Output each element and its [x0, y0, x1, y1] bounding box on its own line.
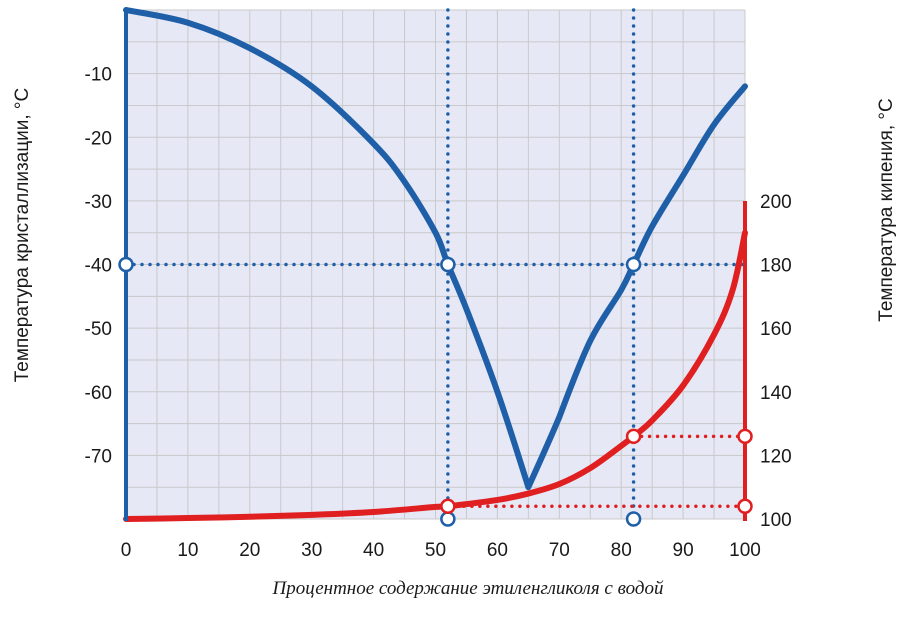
y-left-tick-label: -30: [85, 192, 112, 213]
x-tick-label: 0: [121, 540, 132, 561]
crystallization-curve: [123, 7, 748, 491]
data-marker: [118, 256, 134, 273]
y-left-tick-label: -60: [85, 383, 112, 404]
y-right-tick-label: 160: [760, 319, 792, 340]
data-marker: [737, 428, 753, 445]
data-marker: [625, 428, 642, 445]
y-left-tick-label: -40: [85, 256, 112, 277]
data-marker: [737, 498, 753, 515]
data-marker: [440, 511, 456, 527]
y-left-tick-label: -10: [85, 65, 112, 86]
y-right-tick-label: 200: [760, 192, 792, 213]
y-right-tick-label: 120: [760, 446, 792, 467]
x-tick-label: 50: [425, 540, 446, 561]
series-layer: [123, 7, 748, 522]
tick-labels-layer: 0 10 20 30 40 50 60 70 80 90 100 -10 -20 -30 -40 -50 -60…: [85, 65, 792, 561]
x-tick-label: 20: [239, 540, 260, 561]
grid-layer: [125, 9, 746, 520]
x-tick-label: 70: [549, 540, 570, 561]
y-left-tick-label: -70: [85, 446, 112, 467]
markers-layer: [118, 256, 753, 527]
x-tick-label: 60: [487, 540, 508, 561]
y-left-tick-label: -20: [85, 128, 112, 149]
x-tick-label: 100: [729, 540, 761, 561]
y-right-tick-label: 100: [760, 510, 792, 531]
data-marker: [625, 256, 642, 273]
x-axis-title: Процентное содержание этиленгликоля с во…: [272, 578, 664, 599]
x-tick-label: 40: [363, 540, 384, 561]
y-left-axis-title: Температура кристаллизации, °С: [12, 88, 33, 382]
x-tick-label: 30: [301, 540, 322, 561]
y-right-tick-label: 180: [760, 256, 792, 277]
x-tick-label: 80: [611, 540, 632, 561]
x-tick-label: 10: [177, 540, 198, 561]
data-marker: [440, 498, 456, 515]
boiling-curve: [123, 229, 748, 522]
data-marker: [625, 511, 642, 527]
y-right-axis-title: Температура кипения, °С: [876, 98, 897, 321]
y-left-tick-label: -50: [85, 319, 112, 340]
data-marker: [440, 256, 456, 273]
y-right-tick-label: 140: [760, 383, 792, 404]
x-tick-label: 90: [673, 540, 694, 561]
